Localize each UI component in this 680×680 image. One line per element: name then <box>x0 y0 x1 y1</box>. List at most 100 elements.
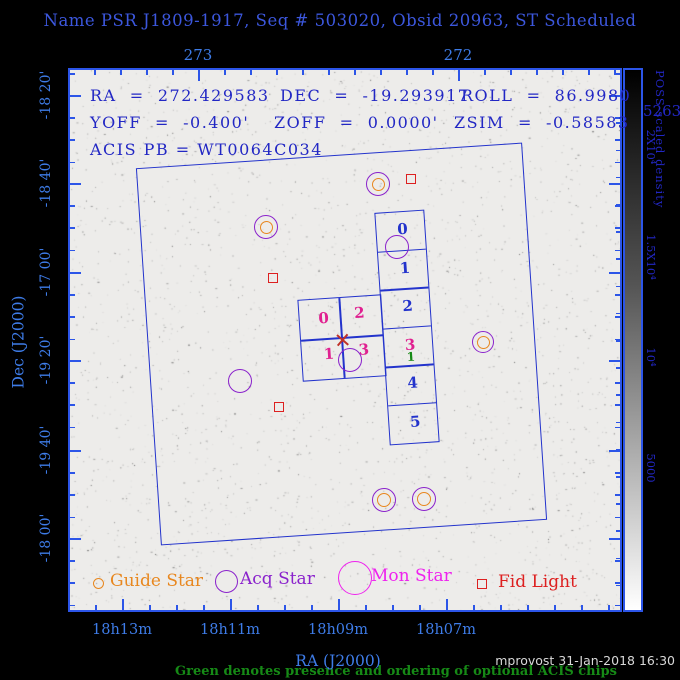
header-text: ZSIM = -0.58583 <box>454 113 630 132</box>
tick-mark <box>406 70 408 75</box>
guide-star-marker <box>371 177 385 191</box>
tick-mark <box>615 472 620 474</box>
ra-tick-label: 18h11m <box>200 622 260 638</box>
acq-star-marker <box>385 235 409 259</box>
tick-mark <box>616 204 622 206</box>
acq-star-marker <box>472 331 494 353</box>
tick-mark <box>70 450 81 452</box>
tick-mark <box>338 599 340 610</box>
tick-mark <box>616 394 622 396</box>
acis-i-chip-label: 0 <box>317 308 330 328</box>
tick-mark <box>70 472 75 474</box>
tick-mark <box>176 605 178 610</box>
tick-mark <box>615 604 620 607</box>
legend-label: Acq Star <box>240 569 315 589</box>
tick-mark <box>500 605 502 610</box>
tick-mark <box>446 599 448 610</box>
dec-tick-label: -18 00' <box>38 513 54 563</box>
acis-s-chip-label: 2 <box>401 296 414 316</box>
tick-mark <box>70 316 75 318</box>
tick-mark <box>149 605 151 610</box>
tick-mark <box>615 117 620 119</box>
tick-mark <box>615 516 620 519</box>
tick-mark <box>257 605 259 610</box>
acis-s-divider <box>388 401 437 407</box>
tick-mark <box>615 205 620 207</box>
tick-mark <box>484 70 486 75</box>
tick-mark <box>172 70 174 75</box>
acis-s-divider <box>382 324 431 330</box>
tick-mark <box>70 183 81 185</box>
header-text: RA = 272.429583 <box>90 86 270 105</box>
legend-label: Fid Light <box>498 572 577 592</box>
colorbar-tick-label: 2X10⁴ <box>644 129 658 165</box>
dec-tick-label: -19 40' <box>38 425 54 475</box>
acis-s-divider <box>385 363 434 369</box>
fid-light-marker <box>268 273 278 283</box>
acq-star-marker <box>228 369 252 393</box>
y-axis-title: Dec (J2000) <box>9 295 28 389</box>
acis-i-chip-label: 2 <box>353 303 366 323</box>
acis-i-chip-label: 1 <box>323 344 335 364</box>
tick-mark <box>70 516 75 519</box>
tick-mark <box>70 249 75 252</box>
tick-mark <box>70 338 75 341</box>
acis-chip-order-label: 1 <box>406 349 416 364</box>
header-text: YOFF = -0.400' <box>90 113 250 132</box>
fid-light-marker <box>406 174 416 184</box>
tick-mark <box>616 503 622 505</box>
colorbar-tick-label: 5000 <box>644 453 658 483</box>
tick-mark <box>608 605 610 610</box>
tick-mark <box>250 70 252 75</box>
tick-mark <box>70 382 75 384</box>
tick-mark <box>616 340 622 342</box>
legend-label: Mon Star <box>371 566 452 586</box>
tick-mark <box>328 70 330 75</box>
tick-mark <box>70 272 81 274</box>
tick-mark <box>615 382 620 384</box>
tick-mark <box>616 176 622 179</box>
tick-mark <box>615 161 620 164</box>
tick-mark <box>527 605 529 610</box>
tick-mark <box>510 70 512 75</box>
acis-s-chip-label: 5 <box>409 412 422 431</box>
tick-mark <box>616 258 622 260</box>
ra-tick-label: 18h13m <box>92 622 152 638</box>
fid-legend-symbol <box>477 579 487 589</box>
ra-deg-tick-label: 272 <box>443 46 473 64</box>
tick-mark <box>615 404 620 406</box>
fid-light-marker <box>274 402 284 412</box>
tick-mark <box>70 117 75 119</box>
tick-mark <box>70 139 75 141</box>
tick-mark <box>615 294 620 296</box>
tick-mark <box>70 538 81 540</box>
tick-mark <box>615 426 620 429</box>
guide-star-marker <box>417 492 431 506</box>
tick-mark <box>536 70 538 75</box>
header-text: ZOFF = 0.0000' <box>274 113 439 132</box>
tick-mark <box>95 605 97 610</box>
tick-mark <box>224 70 226 75</box>
tick-mark <box>432 70 434 75</box>
tick-mark <box>609 95 620 97</box>
tick-mark <box>609 183 620 185</box>
plot-title: Name PSR J1809-1917, Seq # 503020, Obsid… <box>43 11 637 30</box>
tick-mark <box>122 599 124 610</box>
tick-mark <box>70 73 75 75</box>
tick-mark <box>614 70 616 75</box>
header-text: ACIS PB = WT0064C034 <box>90 140 323 159</box>
ra-deg-tick-label: 273 <box>183 46 213 64</box>
tick-mark <box>70 227 75 229</box>
guide-star-marker <box>259 220 273 234</box>
guide-star-marker <box>476 335 490 349</box>
header-text: ROLL = 86.9980 <box>461 86 632 105</box>
tick-mark <box>615 338 620 341</box>
legend-label: Guide Star <box>110 571 204 591</box>
tick-mark <box>198 70 200 81</box>
tick-mark <box>70 95 81 97</box>
tick-mark <box>615 249 620 252</box>
tick-mark <box>311 605 313 610</box>
tick-mark <box>365 605 367 610</box>
colorbar-tick-label: 10⁴ <box>644 347 658 367</box>
